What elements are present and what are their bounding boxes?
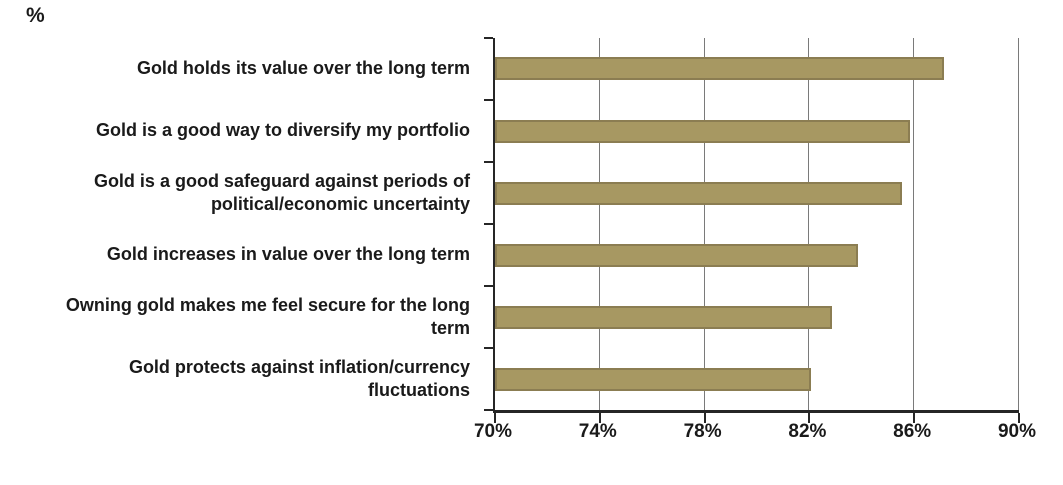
y-axis-tick: [484, 284, 493, 287]
gridline: [598, 38, 600, 410]
x-axis-tick: [808, 413, 811, 423]
x-axis-tick-label: 90%: [997, 421, 1037, 442]
gridline: [808, 38, 810, 410]
category-label: Gold protects against inflation/currency…: [128, 356, 470, 400]
category-labels: Gold holds its value over the long term G…: [0, 38, 481, 410]
x-axis-tick: [913, 413, 916, 423]
bar: [495, 119, 911, 143]
bar: [495, 305, 832, 329]
x-axis-tick: [1018, 413, 1020, 423]
x-axis-tick: [494, 413, 496, 423]
y-axis-tick: [484, 98, 493, 101]
plot-area: [484, 37, 1020, 423]
category-label: Gold holds its value over the long term: [136, 58, 470, 79]
gridline: [913, 38, 915, 410]
y-axis-tick: [484, 37, 493, 39]
y-axis-tick: [484, 347, 493, 349]
gridline: [703, 38, 705, 410]
x-axis-tick-label: 70%: [473, 421, 513, 442]
bar: [495, 243, 858, 267]
category-label: Gold is a good way to diversify my portf…: [95, 120, 470, 141]
y-axis-tick: [484, 160, 493, 163]
bar: [495, 57, 945, 81]
x-axis-tick: [598, 413, 601, 423]
bar: [495, 367, 811, 391]
y-axis-tick: [484, 223, 493, 225]
bar: [495, 181, 903, 205]
x-axis-tick-label: 78%: [683, 421, 722, 442]
y-axis-tick: [484, 409, 493, 411]
category-label: Gold increases in value over the long te…: [106, 244, 470, 265]
category-label: Owning gold makes me feel secure for the…: [65, 294, 470, 338]
category-label: Gold is a good safeguard against periods…: [93, 170, 470, 214]
x-axis-tick-label: 74%: [578, 421, 617, 442]
x-axis-tick-label: 82%: [788, 421, 827, 442]
gridline: [1018, 38, 1019, 410]
x-axis-tick-label: 86%: [893, 421, 932, 442]
x-axis-tick: [703, 413, 706, 423]
axis-unit-label: %: [26, 4, 45, 27]
